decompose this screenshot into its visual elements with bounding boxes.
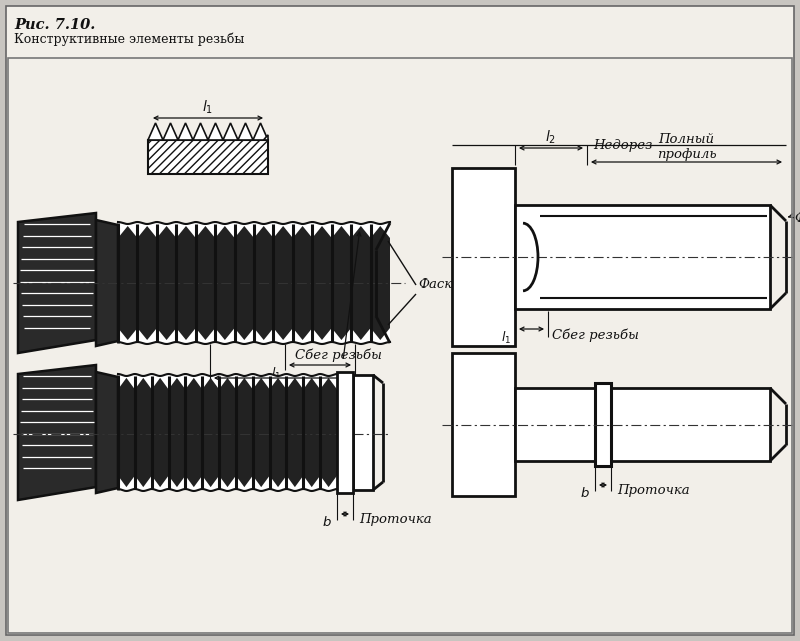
Polygon shape <box>178 123 193 140</box>
Polygon shape <box>135 378 152 487</box>
Polygon shape <box>353 375 373 490</box>
Polygon shape <box>118 223 390 343</box>
Polygon shape <box>611 388 770 461</box>
Text: $l_2$: $l_2$ <box>196 379 206 395</box>
Polygon shape <box>152 378 169 487</box>
Polygon shape <box>234 226 254 340</box>
Polygon shape <box>238 123 253 140</box>
Polygon shape <box>263 135 268 140</box>
Text: Сбег резьбы: Сбег резьбы <box>552 329 639 342</box>
Polygon shape <box>169 378 186 487</box>
Polygon shape <box>223 123 238 140</box>
Polygon shape <box>186 378 202 487</box>
Polygon shape <box>293 226 312 340</box>
Text: $l_1$: $l_1$ <box>202 99 214 116</box>
Polygon shape <box>215 226 234 340</box>
Text: Проточка: Проточка <box>617 484 690 497</box>
Text: Проточка: Проточка <box>359 513 432 526</box>
Polygon shape <box>515 205 770 309</box>
Polygon shape <box>196 226 215 340</box>
Text: $b$: $b$ <box>322 515 332 529</box>
Polygon shape <box>370 226 390 340</box>
Polygon shape <box>351 226 370 340</box>
Polygon shape <box>270 378 286 487</box>
Polygon shape <box>452 168 515 346</box>
Bar <box>8 58 792 633</box>
Polygon shape <box>236 378 253 487</box>
Polygon shape <box>202 378 219 487</box>
Polygon shape <box>208 123 223 140</box>
Polygon shape <box>138 226 157 340</box>
Text: Рис. 7.10.: Рис. 7.10. <box>14 18 95 32</box>
Polygon shape <box>595 383 611 466</box>
Polygon shape <box>312 226 332 340</box>
Polygon shape <box>96 220 118 346</box>
Text: $l_2$: $l_2$ <box>546 129 557 146</box>
Polygon shape <box>118 375 337 490</box>
Polygon shape <box>118 378 135 487</box>
Polygon shape <box>320 378 337 487</box>
Text: Полный
профиль: Полный профиль <box>657 133 716 161</box>
Text: Сбег резьбы: Сбег резьбы <box>295 349 382 362</box>
Polygon shape <box>452 353 515 496</box>
Text: Фаска: Фаска <box>794 213 800 226</box>
Text: $l_1$: $l_1$ <box>501 330 511 346</box>
Text: Недорез: Недорез <box>593 138 652 151</box>
Polygon shape <box>332 226 351 340</box>
Polygon shape <box>157 226 176 340</box>
Polygon shape <box>286 378 303 487</box>
Polygon shape <box>253 378 270 487</box>
Polygon shape <box>176 226 196 340</box>
Polygon shape <box>148 123 163 140</box>
Text: Недорез: Недорез <box>18 394 78 407</box>
Text: Конструктивные элементы резьбы: Конструктивные элементы резьбы <box>14 33 244 47</box>
Polygon shape <box>163 123 178 140</box>
Polygon shape <box>253 123 268 140</box>
Polygon shape <box>219 378 236 487</box>
Polygon shape <box>118 226 138 340</box>
Polygon shape <box>274 226 293 340</box>
Polygon shape <box>254 226 274 340</box>
Polygon shape <box>148 140 268 174</box>
Polygon shape <box>303 378 320 487</box>
Polygon shape <box>18 213 96 353</box>
Text: $l_1$: $l_1$ <box>270 366 281 382</box>
Polygon shape <box>193 123 208 140</box>
Text: $b$: $b$ <box>580 486 590 500</box>
Polygon shape <box>337 372 353 493</box>
Polygon shape <box>96 372 118 493</box>
Polygon shape <box>515 388 595 461</box>
Text: Фаска: Фаска <box>418 278 460 290</box>
Polygon shape <box>18 365 96 500</box>
